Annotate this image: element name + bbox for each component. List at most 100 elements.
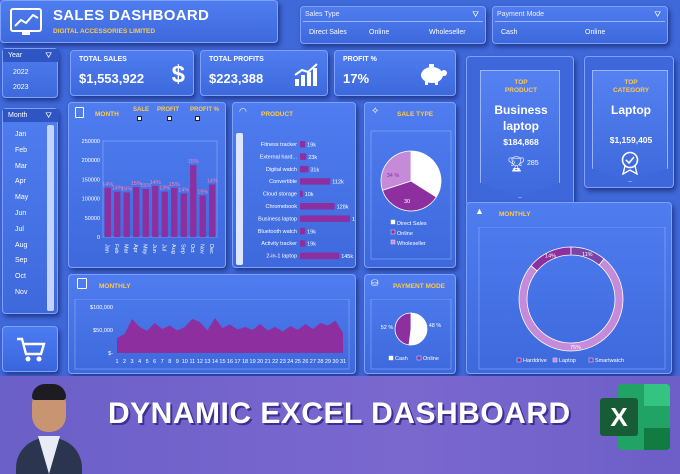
x-tick-label: Oct [189, 244, 195, 253]
product-chart-panel: ◠ PRODUCT Fitness tracker 19k External har… [232, 102, 356, 268]
slicer-option-online[interactable]: Online [369, 29, 390, 36]
month-option[interactable]: Jun [15, 210, 27, 217]
kpi-value: $1,553,922 [79, 71, 145, 86]
bar-data-label: 145k [341, 254, 353, 260]
month-option[interactable]: May [15, 194, 29, 202]
bar-data-label: 15% [131, 181, 142, 187]
x-tick-label: 29 [325, 359, 331, 365]
month-option[interactable]: Oct [15, 273, 26, 281]
legend-label: Harddrive [523, 358, 547, 364]
piggy-bank-icon [421, 64, 447, 85]
bar-data-label: 13% [159, 186, 170, 192]
month-option[interactable]: Nov [15, 289, 28, 296]
dashboard-icon [10, 8, 42, 35]
sale-type-chart-panel: ✧ SALE TYPE 34 % 36 % 30 Direct Sales Online… [364, 102, 456, 268]
year-slicer: Year ⛛ 2022 2023 [2, 48, 59, 98]
bar [300, 141, 306, 148]
x-tick-label: 26 [302, 359, 308, 365]
month-option[interactable]: Apr [15, 178, 26, 186]
year-option-2022[interactable]: 2022 [13, 69, 29, 76]
y-tick-label: 150000 [82, 177, 100, 183]
filter-clear-icon[interactable]: ⛛ [45, 51, 52, 60]
pie-data-label: 48 % [429, 323, 442, 329]
x-tick-label: 21 [265, 359, 271, 365]
profit-pct-checkbox[interactable] [195, 116, 200, 121]
pie-data-label: 34 % [387, 173, 400, 179]
month-option[interactable]: Jan [15, 131, 27, 138]
payment-mode-panel: ⛁ PAYMENT MODE 52 % 48 % Cash Online [364, 274, 456, 374]
product-label: Digital watch [266, 167, 297, 173]
month-option[interactable]: Feb [15, 146, 28, 154]
sale-checkbox[interactable] [137, 116, 142, 121]
filter-clear-icon[interactable]: ⛛ [654, 10, 661, 19]
page-subtitle: DIGITAL ACCESSORIES LIMITED [53, 28, 156, 35]
month-option[interactable]: Aug [15, 241, 28, 249]
x-tick-label: 22 [272, 359, 278, 365]
x-tick-label: 13 [204, 359, 210, 365]
bar [300, 203, 335, 210]
chart-frame [74, 299, 350, 370]
x-tick-label: 3 [131, 359, 134, 365]
legend-swatch [416, 355, 422, 361]
bar-data-label: 10k [305, 192, 314, 198]
slicer-option-online[interactable]: Online [585, 29, 606, 36]
profit-checkbox[interactable] [167, 116, 172, 121]
monthly-area-title: MONTHLY [99, 283, 131, 290]
pie-data-label: 52 % [381, 325, 394, 331]
slicer-option-wholeseller[interactable]: Wholeseller [429, 29, 466, 36]
payment-panel-title: PAYMENT MODE [393, 283, 446, 290]
payment-slicer-label: Payment Mode [497, 11, 545, 18]
pie-data-label: 36 % [418, 169, 431, 175]
bar [161, 191, 168, 237]
product-label: Cloud storage [263, 192, 297, 198]
bar [209, 184, 216, 237]
slicer-option-cash[interactable]: Cash [501, 29, 518, 36]
slicer-scrollbar[interactable] [47, 125, 54, 311]
y-tick-label: $100,000 [90, 305, 113, 311]
product-scrollbar[interactable] [236, 133, 243, 265]
bar-data-label: 23k [308, 155, 317, 161]
bar-data-label: 15% [121, 186, 132, 192]
x-tick-label: Feb [113, 244, 119, 253]
legend-swatch [390, 239, 396, 245]
kpi-value: $223,388 [209, 71, 264, 86]
month-option[interactable]: Jul [15, 225, 24, 233]
top-product-name: Business [494, 103, 548, 117]
pie-slice [381, 180, 437, 212]
top-product-count: 285 [527, 160, 539, 167]
month-option[interactable]: Mar [15, 162, 28, 170]
x-tick-label: 18 [242, 359, 248, 365]
filter-clear-icon[interactable]: ⛛ [472, 10, 479, 19]
chart-frame [478, 227, 666, 370]
x-tick-label: 24 [287, 359, 293, 365]
sale-type-panel-title: SALE TYPE [397, 111, 434, 118]
month-option[interactable]: Sep [15, 257, 28, 265]
donut-slice [518, 258, 624, 352]
slicer-option-direct-sales[interactable]: Direct Sales [309, 29, 347, 36]
top-category-label: TOP [624, 79, 638, 86]
kpi-profit-percent: PROFIT % 17% [334, 50, 456, 96]
x-tick-label: Nov [199, 244, 205, 254]
monthly-area-panel: MONTHLY $100,000 $50,000 $- 1 2 3 4 5 6 7 8 9 10 11 12… [68, 274, 356, 374]
donut-data-label: 75% [570, 345, 581, 351]
x-tick-label: 9 [176, 359, 179, 365]
product-label: Bluetooth watch [258, 229, 297, 235]
monthly-donut-title: MONTHLY [499, 211, 531, 218]
x-tick-label: Jun [151, 244, 157, 253]
trophy-icon: 🏆︎ [507, 156, 527, 173]
bar [300, 227, 306, 235]
product-label: Fitness tracker [261, 142, 297, 148]
x-tick-label: 17 [234, 359, 240, 365]
monthly-area-chart: $100,000$50,000$-1 2 3 4 5 6 7 8 9 10 11 12 13 14 15 16… [74, 299, 350, 370]
growth-chart-icon [294, 63, 318, 86]
title-bar: SALES DASHBOARD DIGITAL ACCESSORIES LIMI… [0, 0, 278, 43]
x-tick-label: 11 [189, 359, 195, 365]
x-tick-label: 5 [146, 359, 149, 365]
cart-button[interactable] [2, 326, 58, 372]
x-tick-label: Mar [123, 244, 129, 254]
bar-data-label: 14% [102, 182, 113, 188]
product-label: Business laptop [258, 216, 297, 222]
year-option-2023[interactable]: 2023 [13, 84, 29, 91]
legend-swatch [588, 357, 594, 363]
filter-clear-icon[interactable]: ⛛ [45, 111, 52, 120]
